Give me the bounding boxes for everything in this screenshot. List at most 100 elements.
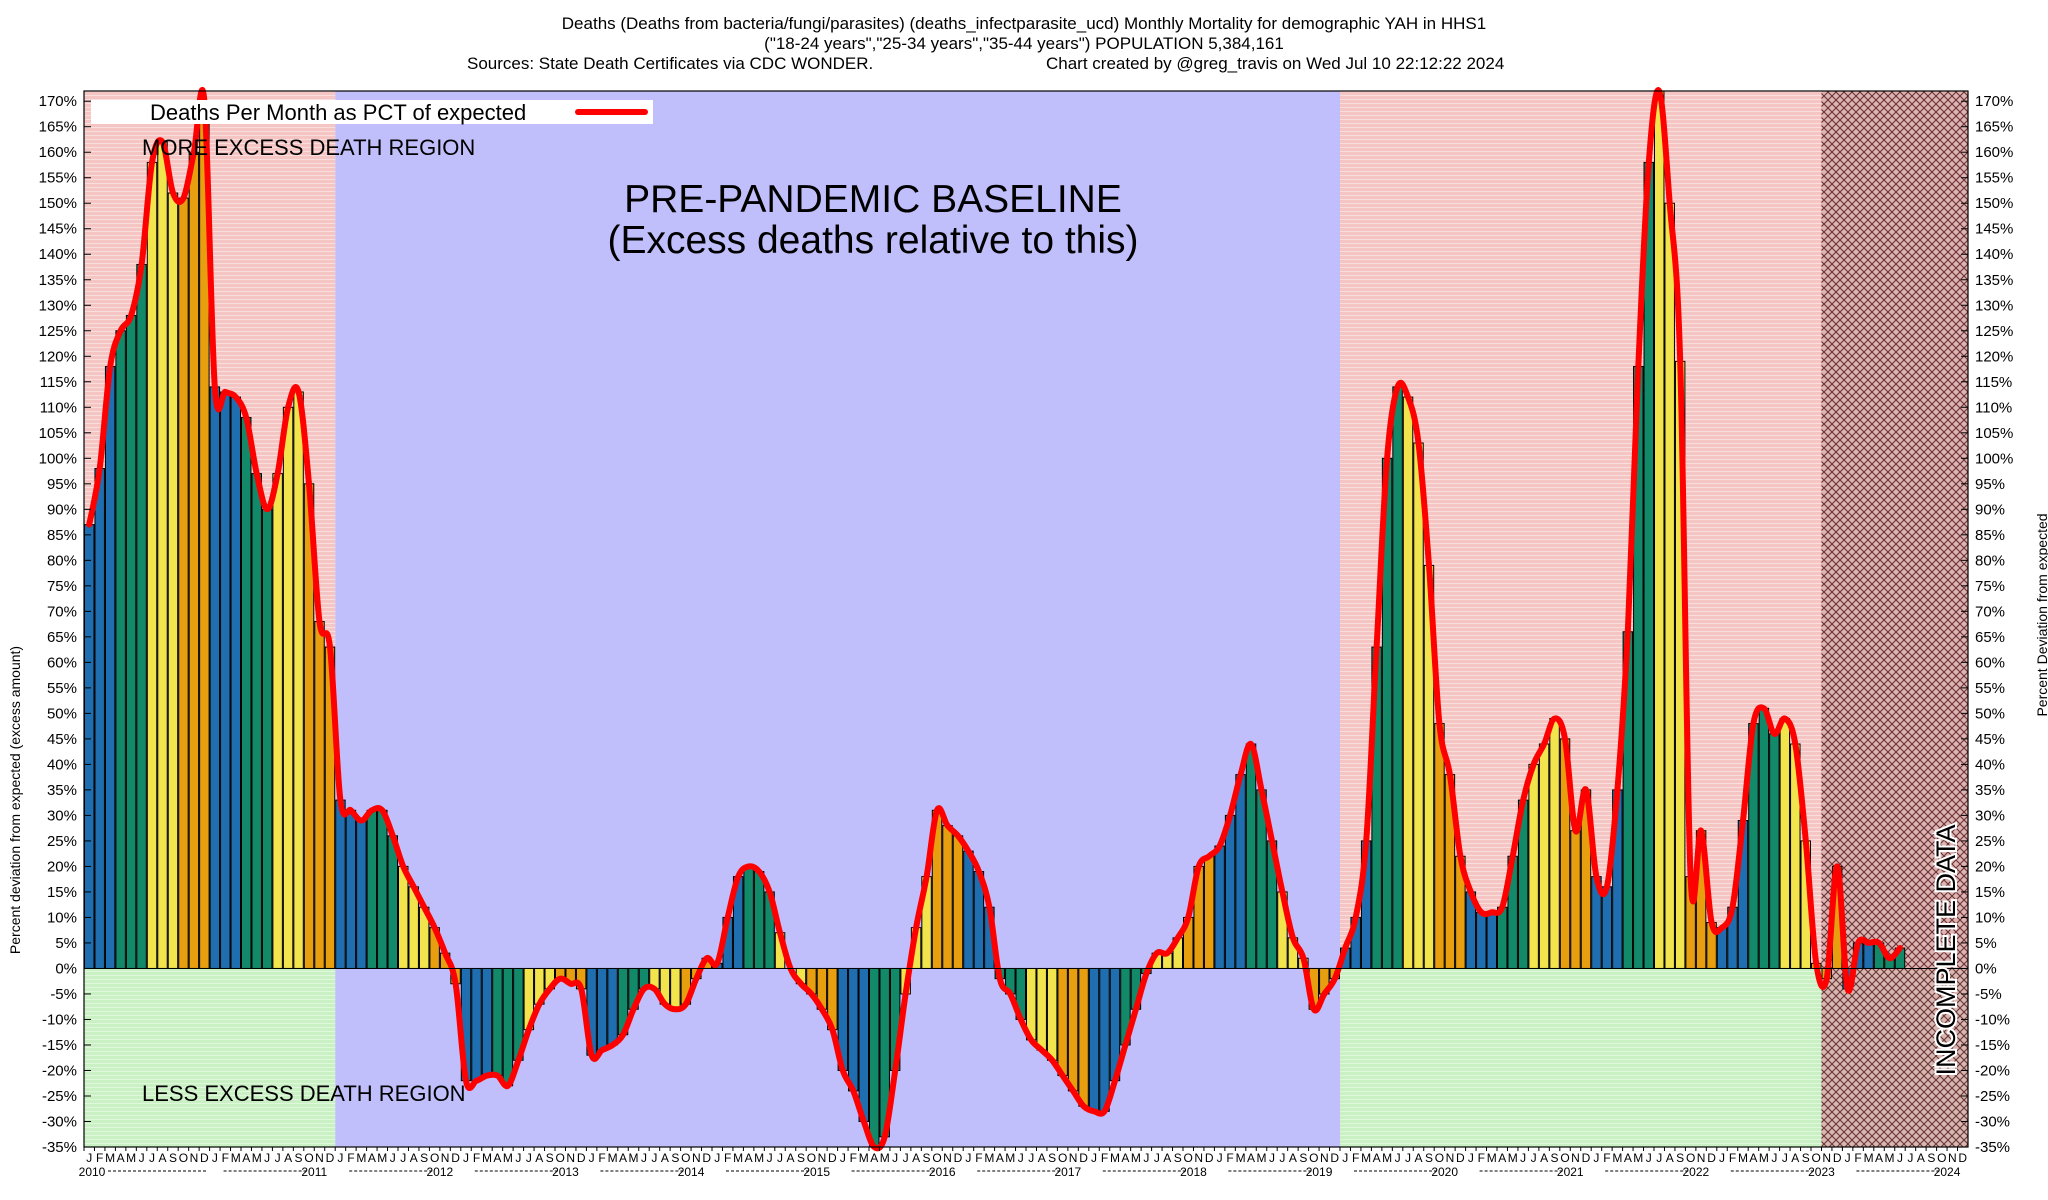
month-label: A (158, 1151, 166, 1165)
month-label: D (577, 1151, 586, 1165)
month-label: J (1143, 1151, 1149, 1165)
month-label: D (200, 1151, 209, 1165)
y-tick-label: -35% (1975, 1139, 2010, 1156)
month-label: A (786, 1151, 794, 1165)
y-tick-label: 105% (1975, 425, 2013, 442)
legend-box (91, 100, 653, 124)
y-tick-label: 35% (47, 782, 77, 799)
month-label: F (850, 1151, 857, 1165)
month-label: J (1771, 1151, 1777, 1165)
month-label: M (503, 1151, 513, 1165)
y-tick-label: 0% (1975, 960, 1997, 977)
month-label: J (1405, 1151, 1411, 1165)
y-tick-label: -30% (1975, 1113, 2010, 1130)
y-tick-label: 20% (1975, 858, 2005, 875)
y-tick-label: 100% (1975, 450, 2013, 467)
month-label: O (1184, 1151, 1193, 1165)
month-bar (1057, 967, 1068, 1077)
month-label: J (1520, 1151, 1526, 1165)
y-axis-left: -35% -30% -25% -20% -15% -10% -5% 0% 5% 10% 15% 20%… (39, 93, 91, 1156)
y-tick-label: 0% (55, 960, 77, 977)
y-tick-label: 125% (1975, 323, 2013, 340)
month-label: J (390, 1151, 396, 1165)
month-label: S (1174, 1151, 1182, 1165)
y-tick-label: 140% (39, 246, 77, 263)
month-label: M (733, 1151, 743, 1165)
month-label: A (1038, 1151, 1046, 1165)
y-tick-label: 125% (39, 323, 77, 340)
y-tick-label: -35% (42, 1139, 77, 1156)
month-label: D (1079, 1151, 1088, 1165)
month-label: J (641, 1151, 647, 1165)
month-label: J (86, 1151, 92, 1165)
month-label: M (1612, 1151, 1622, 1165)
y-tick-label: 15% (47, 884, 77, 901)
y-tick-label: -25% (42, 1088, 77, 1105)
year-label-bg (1312, 1165, 1341, 1177)
month-label: N (692, 1151, 701, 1165)
month-label: A (1791, 1151, 1799, 1165)
year-label-bg (684, 1165, 713, 1177)
month-bar (1570, 830, 1581, 969)
month-label: F (724, 1151, 731, 1165)
month-bar (858, 967, 869, 1122)
month-label: J (589, 1151, 595, 1165)
y-tick-label: 130% (39, 297, 77, 314)
series-line-group (86, 87, 1903, 1152)
baseline-label-line2: (Excess deaths relative to this) (607, 219, 1138, 262)
month-label: M (1487, 1151, 1497, 1165)
month-label: J (1468, 1151, 1474, 1165)
y-tick-label: 110% (1975, 399, 2012, 416)
month-label: A (1247, 1151, 1255, 1165)
y-tick-label: 85% (47, 527, 77, 544)
y-tick-label: -10% (42, 1011, 77, 1028)
y-tick-label: -30% (42, 1113, 77, 1130)
month-bar (1224, 814, 1236, 969)
title-line-2: ("18-24 years","25-34 years","35-44 year… (764, 34, 1284, 53)
month-label: A (1540, 1151, 1548, 1165)
month-label: J (777, 1151, 783, 1165)
month-label: S (169, 1151, 177, 1165)
y-tick-label: -5% (1975, 986, 2002, 1003)
month-label: S (1299, 1151, 1307, 1165)
month-label: F (1854, 1151, 1861, 1165)
y-tick-label: -10% (1975, 1011, 2010, 1028)
month-label: J (1279, 1151, 1285, 1165)
year-label: 2011 (301, 1165, 327, 1179)
month-label: A (535, 1151, 543, 1165)
month-label: N (566, 1151, 575, 1165)
month-label: J (840, 1151, 846, 1165)
month-label: N (1194, 1151, 1203, 1165)
month-bar (241, 416, 252, 969)
month-bar (1779, 717, 1791, 969)
month-bar (220, 391, 231, 969)
month-label: D (1330, 1151, 1339, 1165)
y-tick-label: 80% (1975, 552, 2005, 569)
y-axis-left-title: Percent deviation from expected (excess … (7, 646, 23, 954)
month-label: M (1257, 1151, 1267, 1165)
month-bar (1203, 855, 1215, 969)
y-tick-label: 115% (40, 374, 77, 391)
month-label: F (1226, 1151, 1233, 1165)
month-label: J (1531, 1151, 1537, 1165)
month-label: M (1005, 1151, 1015, 1165)
month-label: A (745, 1151, 753, 1165)
month-label: J (767, 1151, 773, 1165)
year-label-bg (1187, 1165, 1216, 1177)
month-label: J (275, 1151, 281, 1165)
month-bar (1863, 942, 1874, 969)
y-tick-label: 35% (1975, 782, 2005, 799)
month-bar (104, 365, 116, 969)
y-tick-label: 95% (1975, 476, 2005, 493)
y-tick-label: 40% (47, 756, 77, 773)
month-label: A (619, 1151, 627, 1165)
month-label: N (441, 1151, 450, 1165)
deaths-pct-series-line (86, 87, 1903, 1152)
month-bar (1245, 743, 1257, 969)
month-label: A (493, 1151, 501, 1165)
month-bar (1413, 442, 1424, 969)
month-label: A (1289, 1151, 1297, 1165)
month-label: A (1624, 1151, 1632, 1165)
month-bar (1402, 396, 1414, 969)
